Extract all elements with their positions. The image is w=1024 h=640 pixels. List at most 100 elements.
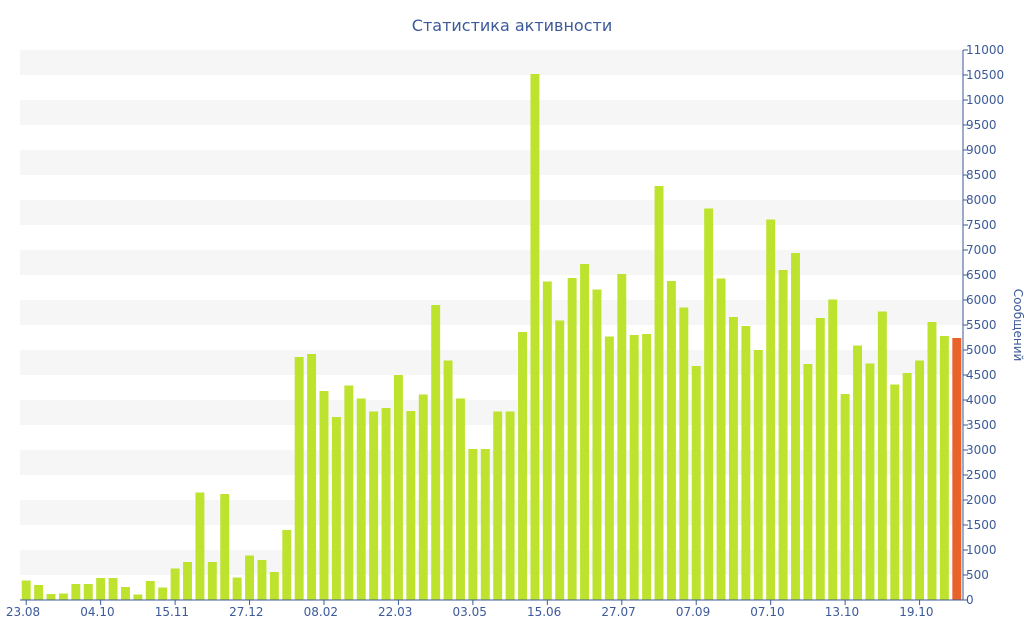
bar[interactable] — [592, 289, 602, 601]
y-tick-label: 7500 — [966, 218, 997, 232]
bar[interactable] — [654, 186, 664, 600]
bar[interactable] — [642, 334, 652, 600]
bar[interactable] — [83, 584, 93, 600]
y-tick-label: 5000 — [966, 343, 997, 357]
bar[interactable] — [456, 398, 465, 601]
bar[interactable] — [195, 492, 205, 601]
bar[interactable] — [679, 307, 689, 601]
x-tick-label: 15.11 — [155, 605, 189, 619]
y-tick-label: 9000 — [966, 143, 997, 157]
bar[interactable] — [133, 594, 143, 601]
bar[interactable] — [666, 281, 676, 600]
bar[interactable] — [493, 411, 503, 601]
bar[interactable] — [307, 354, 317, 600]
bar[interactable] — [369, 411, 379, 601]
bar[interactable] — [778, 270, 788, 600]
bar[interactable] — [21, 580, 31, 601]
x-tick-label: 04.10 — [80, 605, 114, 619]
y-tick-label: 4500 — [966, 368, 997, 382]
y-tick-label: 5500 — [966, 318, 997, 332]
bar[interactable] — [704, 208, 714, 601]
bar[interactable] — [183, 562, 192, 600]
bar[interactable] — [145, 581, 155, 600]
grid-band — [20, 150, 963, 175]
bar[interactable] — [828, 299, 838, 601]
bar[interactable] — [220, 494, 230, 600]
bar[interactable] — [791, 253, 800, 600]
y-tick-label: 2000 — [966, 493, 997, 507]
bar[interactable] — [269, 572, 279, 600]
bar[interactable] — [331, 417, 341, 600]
bar[interactable] — [505, 411, 515, 601]
bar[interactable] — [716, 278, 726, 601]
bar[interactable] — [158, 587, 168, 601]
bar[interactable] — [108, 578, 118, 600]
bar[interactable] — [939, 336, 949, 600]
bar[interactable] — [468, 449, 478, 600]
bar[interactable] — [741, 326, 751, 600]
bar[interactable] — [902, 373, 912, 600]
bar[interactable] — [71, 584, 81, 600]
bar[interactable] — [567, 278, 577, 600]
bar[interactable] — [877, 311, 887, 601]
bar[interactable] — [555, 320, 565, 601]
bar[interactable] — [853, 345, 862, 601]
bar-highlighted[interactable] — [952, 338, 962, 600]
bar[interactable] — [418, 394, 428, 601]
bar[interactable] — [530, 74, 540, 600]
bar[interactable] — [344, 385, 354, 601]
bar[interactable] — [728, 317, 738, 600]
x-tick-label: 27.07 — [601, 605, 635, 619]
bar[interactable] — [443, 360, 453, 601]
bar[interactable] — [381, 408, 391, 600]
bar[interactable] — [915, 360, 925, 601]
bar[interactable] — [815, 318, 825, 600]
bar[interactable] — [431, 305, 441, 600]
bar[interactable] — [890, 384, 900, 601]
bar[interactable] — [294, 357, 304, 600]
bar[interactable] — [927, 322, 937, 600]
bar[interactable] — [58, 593, 68, 601]
bar[interactable] — [121, 587, 130, 600]
x-tick-label: 07.10 — [750, 605, 784, 619]
bar[interactable] — [34, 585, 44, 600]
x-tick-label: 27.12 — [229, 605, 263, 619]
bar[interactable] — [393, 375, 403, 600]
bar[interactable] — [617, 274, 627, 600]
x-tick-label: 03.05 — [453, 605, 487, 619]
bar[interactable] — [580, 264, 590, 600]
bar[interactable] — [604, 336, 614, 601]
bar[interactable] — [282, 530, 292, 600]
grid-band — [20, 200, 963, 225]
bar[interactable] — [480, 449, 490, 600]
bar[interactable] — [840, 394, 850, 600]
bar[interactable] — [542, 281, 552, 601]
bar[interactable] — [803, 364, 813, 600]
bar[interactable] — [96, 578, 106, 600]
bar[interactable] — [406, 411, 416, 600]
grid-band — [20, 50, 963, 75]
bar[interactable] — [766, 219, 776, 601]
y-tick-label: 6000 — [966, 293, 997, 307]
bar[interactable] — [170, 568, 180, 601]
bar[interactable] — [257, 560, 267, 600]
bar[interactable] — [46, 594, 56, 600]
chart-title: Статистика активности — [412, 16, 612, 35]
bar[interactable] — [207, 562, 217, 600]
bars-group — [21, 74, 962, 601]
bar[interactable] — [629, 335, 639, 600]
y-tick-label: 1000 — [966, 543, 997, 557]
bar[interactable] — [319, 391, 329, 600]
bar[interactable] — [518, 332, 527, 600]
y-tick-label: 4000 — [966, 393, 997, 407]
x-tick-label: 13.10 — [825, 605, 859, 619]
bar[interactable] — [753, 350, 763, 600]
bar[interactable] — [865, 363, 875, 601]
bar[interactable] — [232, 577, 242, 601]
y-tick-label: 1500 — [966, 518, 997, 532]
bar[interactable] — [245, 555, 255, 601]
bar[interactable] — [691, 366, 701, 600]
bar[interactable] — [356, 398, 366, 601]
grid-band — [20, 250, 963, 275]
